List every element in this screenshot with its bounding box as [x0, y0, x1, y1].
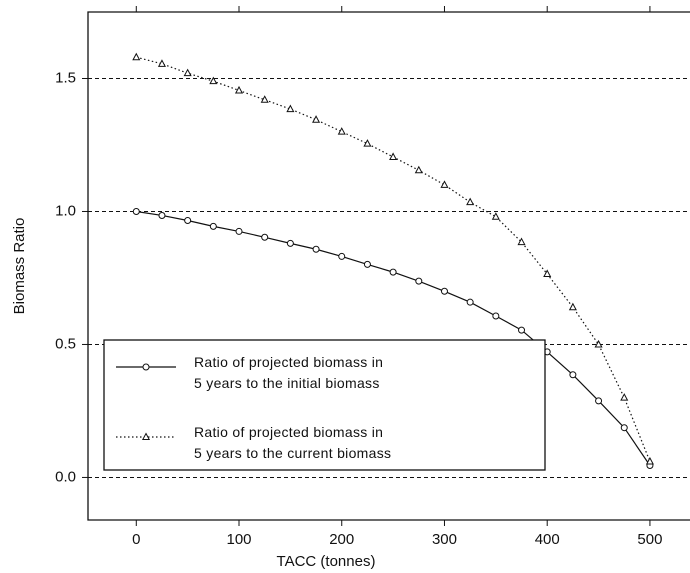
legend-label: Ratio of projected biomass in 5 years to…: [194, 424, 392, 461]
y-tick-label: 1.5: [55, 69, 76, 86]
data-point: [260, 95, 269, 103]
x-tick-label: 400: [535, 531, 560, 548]
data-point: [286, 239, 294, 247]
data-point: [286, 104, 295, 113]
data-point: [363, 139, 372, 147]
data-point: [158, 211, 166, 219]
data-point: [492, 312, 500, 320]
data-point: [132, 207, 140, 215]
data-point: [466, 197, 475, 206]
data-point: [568, 302, 577, 311]
data-point: [543, 269, 552, 277]
legend-box: [103, 339, 546, 471]
data-point: [415, 277, 423, 285]
data-point: [184, 217, 192, 225]
data-point: [234, 85, 244, 94]
data-point: [645, 456, 654, 465]
x-tick-label: 0: [132, 531, 140, 548]
y-tick-label: 1.0: [55, 202, 76, 219]
data-point: [157, 59, 166, 67]
data-point: [518, 326, 526, 334]
data-point: [338, 252, 346, 260]
x-tick-label: 500: [637, 531, 662, 548]
x-tick-label: 200: [329, 531, 354, 548]
data-point: [132, 52, 141, 61]
data-point: [466, 298, 474, 306]
data-point: [312, 115, 321, 123]
data-point: [620, 424, 628, 432]
data-point: [389, 268, 397, 276]
data-point: [389, 152, 398, 160]
legend-marker: [142, 363, 150, 371]
data-point: [569, 371, 577, 379]
data-point: [595, 397, 603, 405]
y-tick-label: 0.5: [55, 335, 76, 352]
x-axis-label: TACC (tonnes): [277, 553, 376, 570]
legend-label: Ratio of projected biomass in 5 years to…: [194, 354, 384, 391]
data-point: [183, 68, 192, 77]
data-point: [235, 227, 243, 235]
data-point: [209, 76, 218, 85]
data-point: [261, 233, 269, 241]
data-point: [440, 180, 449, 188]
data-point: [517, 237, 526, 246]
x-tick-label: 100: [226, 531, 251, 548]
plot-frame: [87, 11, 690, 521]
legend-marker: [141, 432, 151, 440]
y-axis-label: Biomass Ratio: [11, 218, 28, 315]
data-point: [620, 393, 629, 401]
data-point: [491, 212, 500, 220]
data-point: [414, 165, 423, 174]
x-tick-label: 300: [432, 531, 457, 548]
data-point: [312, 245, 320, 253]
y-tick-label: 0.0: [55, 468, 76, 485]
data-point: [363, 260, 371, 268]
data-point: [209, 222, 217, 230]
data-point: [594, 339, 603, 348]
data-point: [440, 287, 448, 295]
data-point: [337, 127, 346, 135]
